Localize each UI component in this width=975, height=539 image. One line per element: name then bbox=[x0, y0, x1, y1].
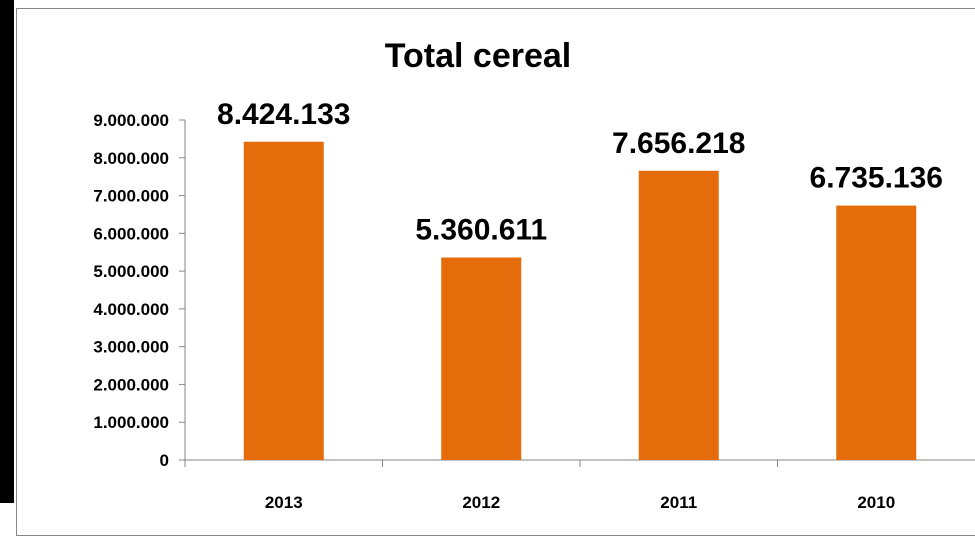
y-tick-label: 7.000.000 bbox=[93, 187, 169, 206]
x-tick-label: 2013 bbox=[265, 493, 303, 512]
data-label-2012: 5.360.611 bbox=[415, 213, 547, 246]
data-label-2010: 6.735.136 bbox=[810, 162, 943, 195]
y-tick-label: 6.000.000 bbox=[93, 224, 169, 243]
x-axis: 2013 2012 2011 2010 bbox=[184, 459, 975, 512]
left-edge-strip bbox=[0, 0, 14, 503]
y-tick-label: 5.000.000 bbox=[93, 262, 169, 281]
y-axis: 0 1.000.000 2.000.000 3.000.000 4.000.000 5.0… bbox=[93, 111, 186, 470]
data-labels: 8.424.133 5.360.611 7.656.218 6.735.136 bbox=[217, 98, 943, 247]
x-tick-label: 2012 bbox=[462, 493, 500, 512]
data-label-2011: 7.656.218 bbox=[612, 127, 745, 160]
y-tick-label: 2.000.000 bbox=[93, 375, 169, 394]
chart-title: Total cereal bbox=[385, 37, 571, 75]
y-tick-label: 4.000.000 bbox=[93, 300, 169, 319]
bar-2012 bbox=[441, 257, 522, 460]
bar-2011 bbox=[638, 170, 719, 461]
bar-2010 bbox=[836, 205, 917, 460]
bars bbox=[243, 141, 917, 461]
x-tick-label: 2010 bbox=[857, 493, 895, 512]
bar-2013 bbox=[243, 141, 324, 460]
y-tick-label: 1.000.000 bbox=[93, 413, 169, 432]
y-tick-label: 9.000.000 bbox=[93, 111, 169, 130]
y-tick-label: 3.000.000 bbox=[93, 338, 169, 357]
data-label-2013: 8.424.133 bbox=[217, 98, 350, 131]
y-tick-label: 0 bbox=[160, 451, 169, 470]
x-tick-label: 2011 bbox=[660, 493, 697, 512]
y-tick-label: 8.000.000 bbox=[93, 149, 169, 168]
